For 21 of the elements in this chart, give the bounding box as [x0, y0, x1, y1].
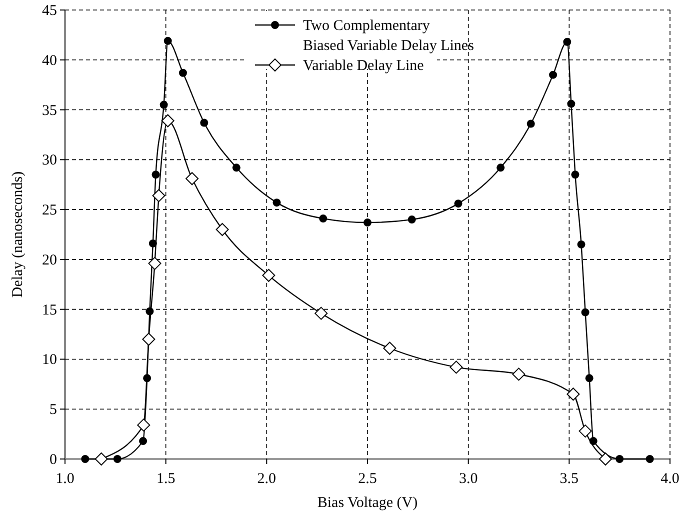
y-tick-label: 5: [50, 402, 57, 418]
y-tick-label: 15: [42, 302, 57, 318]
x-tick-label: 4.0: [660, 471, 680, 487]
legend-label: Variable Delay Line: [303, 58, 424, 74]
x-tick-label: 1.5: [156, 471, 176, 487]
x-tick-label: 3.0: [458, 471, 478, 487]
y-tick-label: 30: [42, 152, 57, 169]
x-tick-label: 2.0: [257, 471, 276, 487]
legend-label: Two Complementary Biased Variable Delay Lines: [303, 18, 474, 54]
x-axis-title: Bias Voltage (V): [317, 495, 418, 511]
y-tick-label: 35: [42, 102, 57, 119]
y-tick-label: 0: [50, 452, 57, 468]
y-tick-label: 40: [42, 52, 57, 69]
x-tick-label: 3.5: [560, 471, 579, 487]
x-tick-label: 2.5: [358, 471, 377, 487]
y-tick-label: 20: [42, 252, 57, 268]
y-tick-label: 25: [42, 202, 57, 219]
x-tick-label: 1.0: [56, 471, 74, 487]
y-axis-title: Delay (nanoseconds): [10, 171, 26, 298]
y-tick-label: 10: [42, 352, 57, 368]
y-tick-label: 45: [42, 3, 57, 19]
